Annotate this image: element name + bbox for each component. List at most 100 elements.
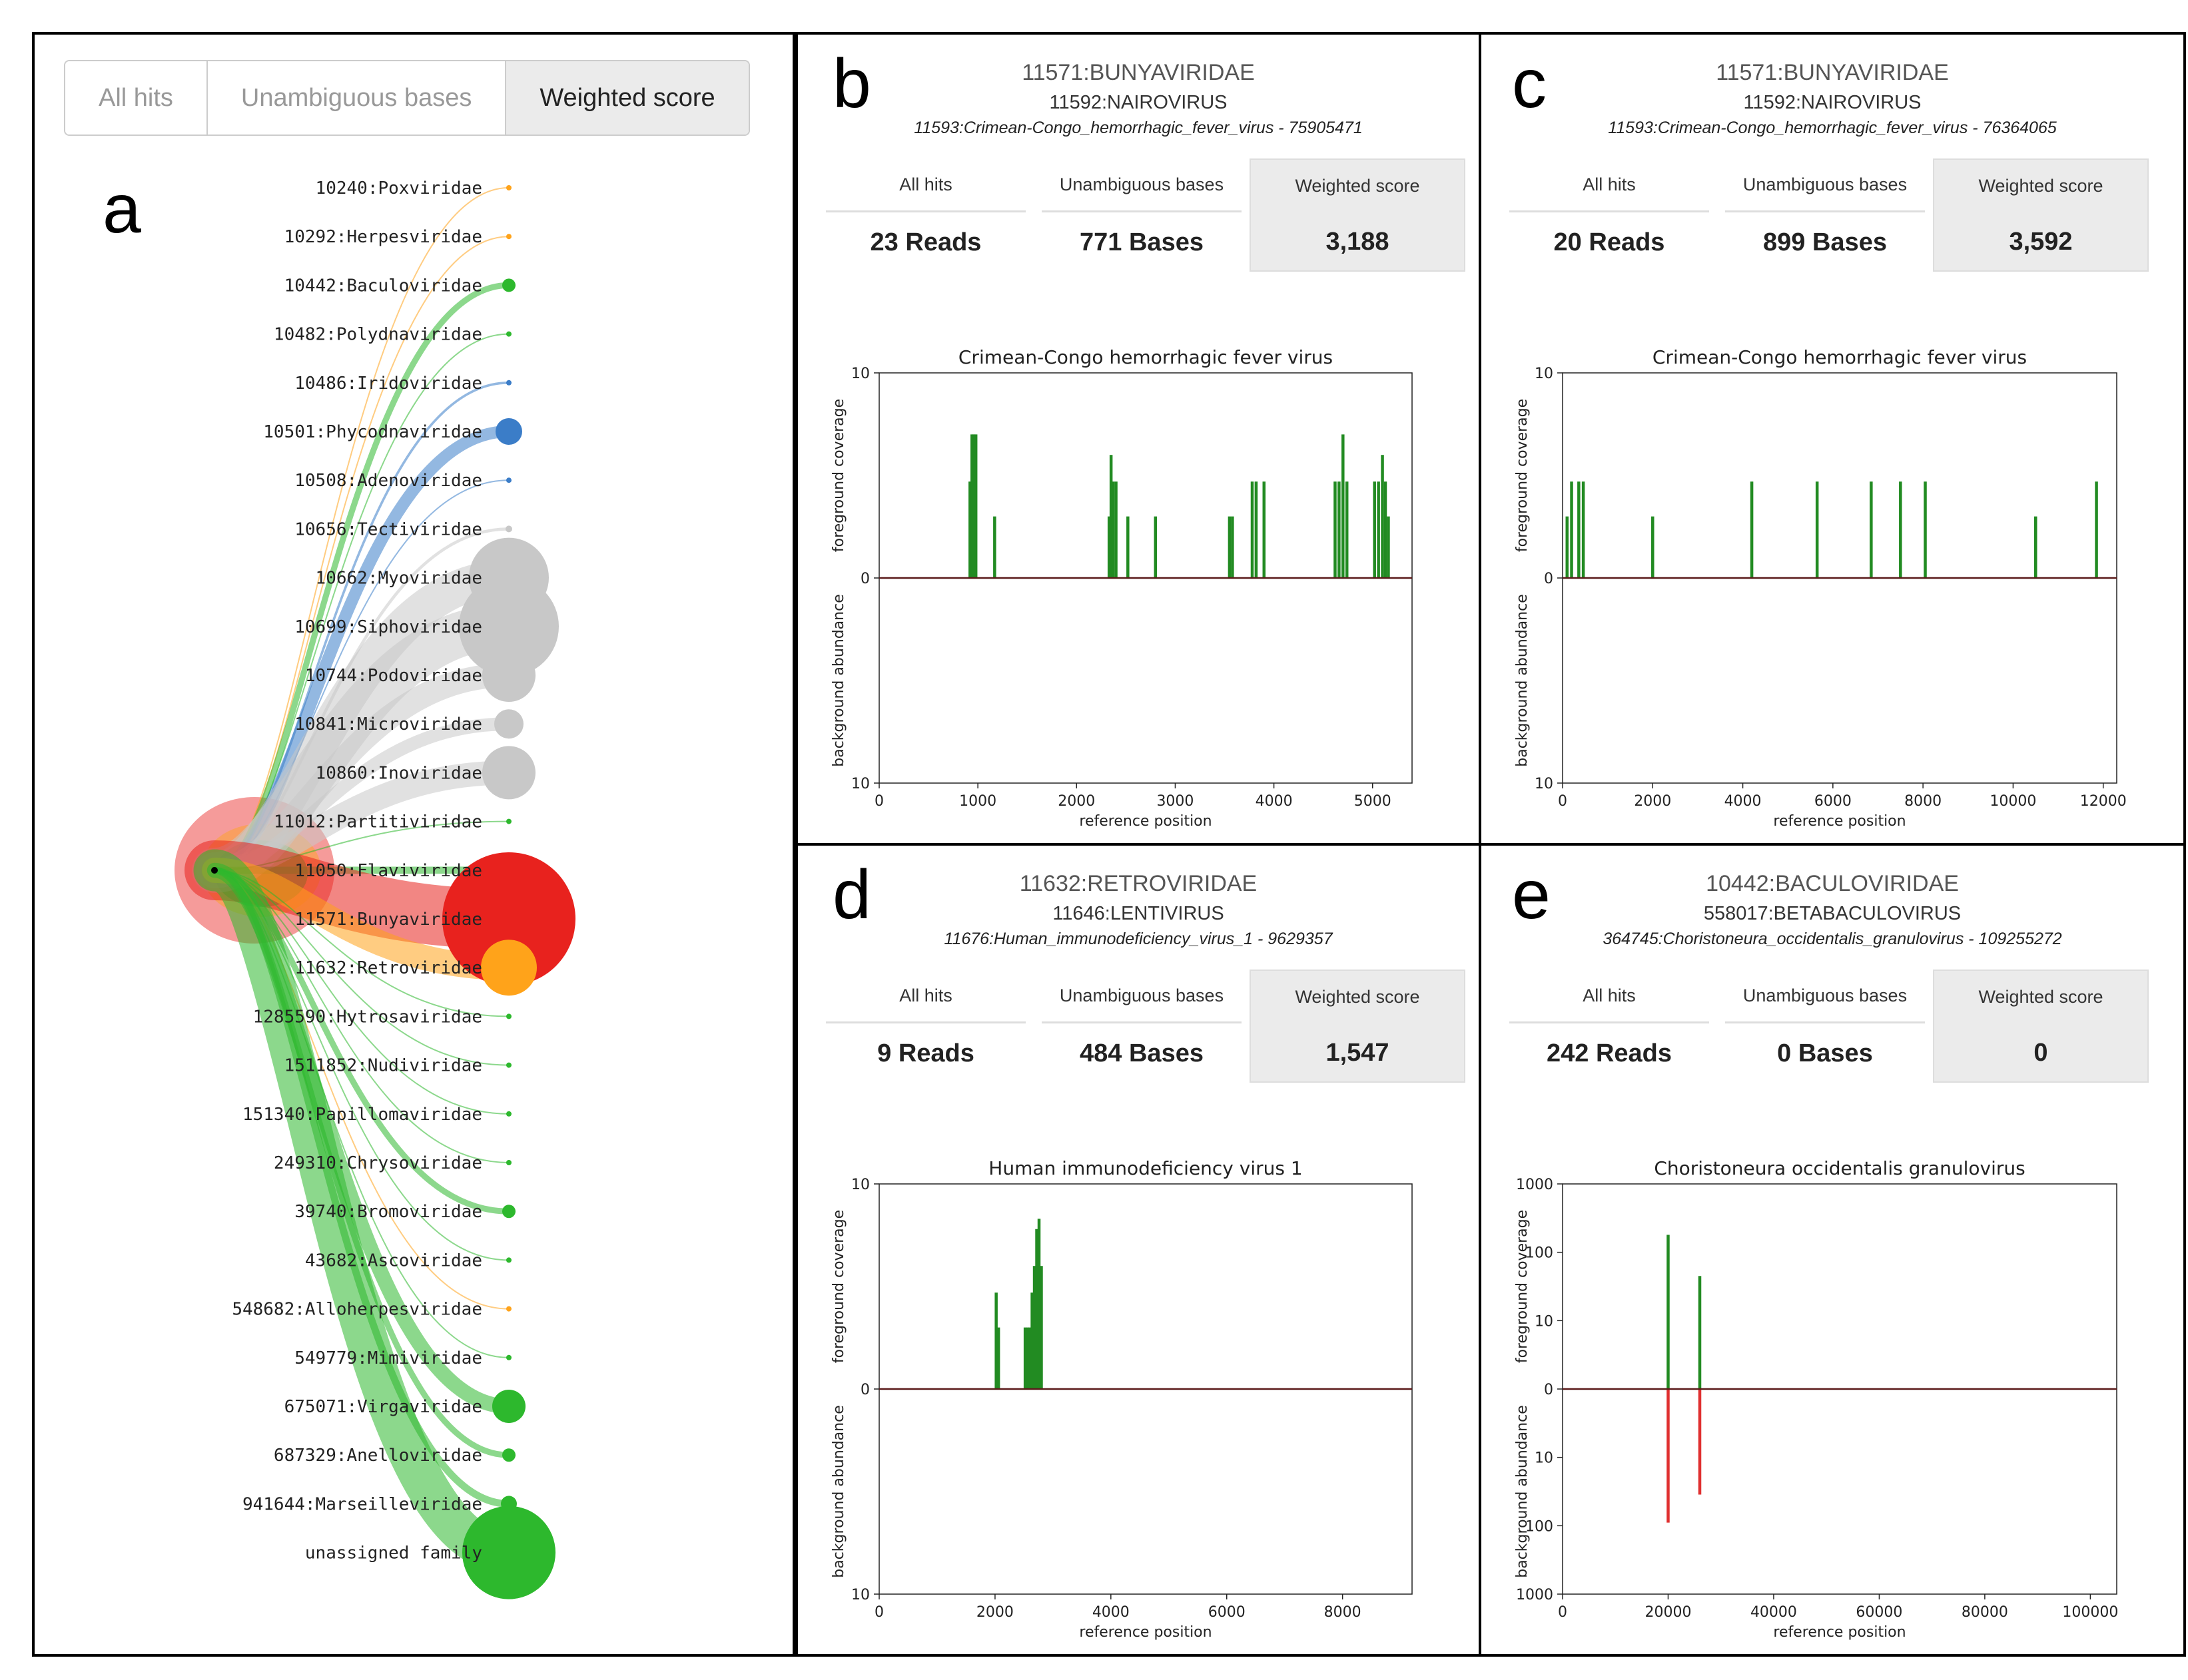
tree-node[interactable] bbox=[502, 1205, 516, 1219]
tree-node[interactable] bbox=[506, 1257, 512, 1263]
tree-node[interactable] bbox=[506, 818, 512, 824]
panel-letter-c: c bbox=[1512, 45, 1547, 123]
stat-value: 20 Reads bbox=[1553, 228, 1665, 256]
tree-node[interactable] bbox=[502, 278, 516, 292]
x-tick-label: 12000 bbox=[2080, 793, 2127, 810]
tree-node[interactable] bbox=[506, 331, 512, 337]
stat-weighted-score[interactable]: Weighted score 1,547 bbox=[1250, 970, 1465, 1083]
tree-node[interactable] bbox=[481, 940, 537, 996]
genus-heading: 11592:NAIROVIRUS bbox=[1049, 92, 1228, 113]
tree-node-label: 10662:Myoviridae bbox=[316, 569, 482, 589]
foreground-bar bbox=[1228, 516, 1232, 578]
stat-value: 242 Reads bbox=[1546, 1039, 1672, 1067]
tree-node-label: 43682:Ascoviridae bbox=[305, 1251, 482, 1270]
x-tick-label: 4000 bbox=[1092, 1604, 1130, 1621]
stat-label: All hits bbox=[826, 158, 1026, 212]
foreground-bar bbox=[1254, 481, 1258, 578]
x-tick-label: 80000 bbox=[1962, 1604, 2008, 1621]
stat-weighted-score[interactable]: Weighted score 3,188 bbox=[1250, 158, 1465, 272]
tree-node[interactable] bbox=[506, 1013, 512, 1019]
foreground-bar bbox=[1030, 1292, 1034, 1389]
x-tick-label: 0 bbox=[1558, 793, 1567, 810]
tree-node[interactable] bbox=[494, 709, 524, 739]
stat-label: Weighted score bbox=[1978, 176, 2103, 196]
y-axis-label-top: foreground coverage bbox=[1514, 399, 1531, 552]
stat-weighted-score[interactable]: Weighted score 0 bbox=[1933, 970, 2149, 1083]
stat-weighted-score[interactable]: Weighted score 3,592 bbox=[1933, 158, 2149, 272]
tree-node-label: 11632:Retroviridae bbox=[294, 958, 482, 978]
stats-row: All hits 20 Reads Unambiguous bases 899 Ba… bbox=[1501, 158, 2149, 272]
stat-unambiguous-bases[interactable]: Unambiguous bases 899 Bases bbox=[1717, 158, 1933, 272]
tab-weighted-score[interactable]: Weighted score bbox=[506, 61, 749, 135]
tree-node[interactable] bbox=[506, 1160, 512, 1165]
panel-e-coverage: e 10442:BACULOVIRIDAE 558017:BETABACULOV… bbox=[1479, 843, 2186, 1657]
tree-node[interactable] bbox=[506, 234, 512, 240]
tree-node[interactable] bbox=[506, 1111, 512, 1117]
tree-node[interactable] bbox=[506, 477, 512, 483]
y-axis-label-bottom: background abundance bbox=[831, 594, 847, 766]
tree-node[interactable] bbox=[502, 1448, 516, 1462]
stats-row: All hits 242 Reads Unambiguous bases 0 Bas… bbox=[1501, 970, 2149, 1083]
foreground-bar bbox=[970, 434, 974, 578]
stat-all-hits[interactable]: All hits 9 Reads bbox=[818, 970, 1034, 1083]
foreground-bar bbox=[2033, 516, 2037, 578]
y-tick-label: 10 bbox=[851, 1177, 870, 1193]
tree-node[interactable] bbox=[506, 1306, 512, 1312]
metric-tab-group: All hits Unambiguous bases Weighted scor… bbox=[64, 60, 750, 136]
tree-node[interactable] bbox=[506, 380, 512, 386]
tree-node-label: 11050:Flaviviridae bbox=[294, 861, 482, 881]
stat-all-hits[interactable]: All hits 23 Reads bbox=[818, 158, 1034, 272]
tree-node[interactable] bbox=[506, 1062, 512, 1068]
tree-node[interactable] bbox=[442, 852, 575, 985]
tree-nodes bbox=[211, 185, 575, 1599]
x-tick-label: 2000 bbox=[976, 1604, 1014, 1621]
stat-label: All hits bbox=[1509, 970, 1709, 1023]
foreground-bar bbox=[1111, 481, 1115, 578]
foreground-bar bbox=[1231, 516, 1234, 578]
tree-node[interactable] bbox=[462, 1506, 555, 1599]
panel-d-coverage: d 11632:RETROVIRIDAE 11646:LENTIVIRUS 11… bbox=[795, 843, 1481, 1657]
x-tick-label: 5000 bbox=[1354, 793, 1391, 810]
chart-title: Choristoneura occidentalis granulovirus bbox=[1654, 1157, 2025, 1179]
tab-unambiguous-bases[interactable]: Unambiguous bases bbox=[207, 61, 507, 135]
x-tick-label: 20000 bbox=[1644, 1604, 1691, 1621]
tab-all-hits[interactable]: All hits bbox=[65, 61, 208, 135]
x-tick-label: 3000 bbox=[1156, 793, 1194, 810]
y-tick-label: 1000 bbox=[1516, 1587, 1553, 1603]
tree-node[interactable] bbox=[506, 185, 512, 190]
x-tick-label: 8000 bbox=[1904, 793, 1942, 810]
tree-node[interactable] bbox=[482, 649, 536, 702]
stat-label: Weighted score bbox=[1295, 176, 1420, 196]
stat-unambiguous-bases[interactable]: Unambiguous bases 771 Bases bbox=[1034, 158, 1250, 272]
foreground-bar bbox=[1250, 481, 1254, 578]
species-heading: 11676:Human_immunodeficiency_virus_1 - 9… bbox=[944, 930, 1333, 948]
stat-value: 9 Reads bbox=[877, 1039, 974, 1067]
tree-node[interactable] bbox=[492, 1390, 526, 1423]
foreground-bar bbox=[1698, 1276, 1702, 1389]
tree-node[interactable] bbox=[506, 525, 512, 533]
family-heading: 11571:BUNYAVIRIDAE bbox=[1022, 60, 1255, 85]
stat-unambiguous-bases[interactable]: Unambiguous bases 0 Bases bbox=[1717, 970, 1933, 1083]
tree-node[interactable] bbox=[506, 1354, 512, 1360]
tree-node-label: 687329:Anelloviridae bbox=[274, 1446, 482, 1466]
x-tick-label: 4000 bbox=[1724, 793, 1762, 810]
tree-node[interactable] bbox=[482, 746, 536, 800]
tree-node[interactable] bbox=[459, 576, 559, 677]
stat-value: 23 Reads bbox=[870, 228, 982, 256]
y-tick-label: 10 bbox=[851, 776, 870, 792]
panel-a-family-tree: All hits Unambiguous bases Weighted scor… bbox=[32, 32, 795, 1657]
stat-all-hits[interactable]: All hits 20 Reads bbox=[1501, 158, 1717, 272]
stats-row: All hits 23 Reads Unambiguous bases 771 Ba… bbox=[818, 158, 1465, 272]
stat-all-hits[interactable]: All hits 242 Reads bbox=[1501, 970, 1717, 1083]
stats-row: All hits 9 Reads Unambiguous bases 484 Bas… bbox=[818, 970, 1465, 1083]
stat-unambiguous-bases[interactable]: Unambiguous bases 484 Bases bbox=[1034, 970, 1250, 1083]
tree-node-label: 675071:Virgaviridae bbox=[284, 1397, 482, 1417]
tree-root-node[interactable] bbox=[211, 867, 218, 874]
tree-node[interactable] bbox=[496, 418, 522, 445]
foreground-bar bbox=[1377, 481, 1380, 578]
tree-node-label: 549779:Mimiviridae bbox=[294, 1348, 482, 1368]
foreground-bar bbox=[1651, 516, 1654, 578]
foreground-bar bbox=[1333, 481, 1337, 578]
x-tick-label: 60000 bbox=[1856, 1604, 1902, 1621]
foreground-bar bbox=[1040, 1266, 1043, 1389]
